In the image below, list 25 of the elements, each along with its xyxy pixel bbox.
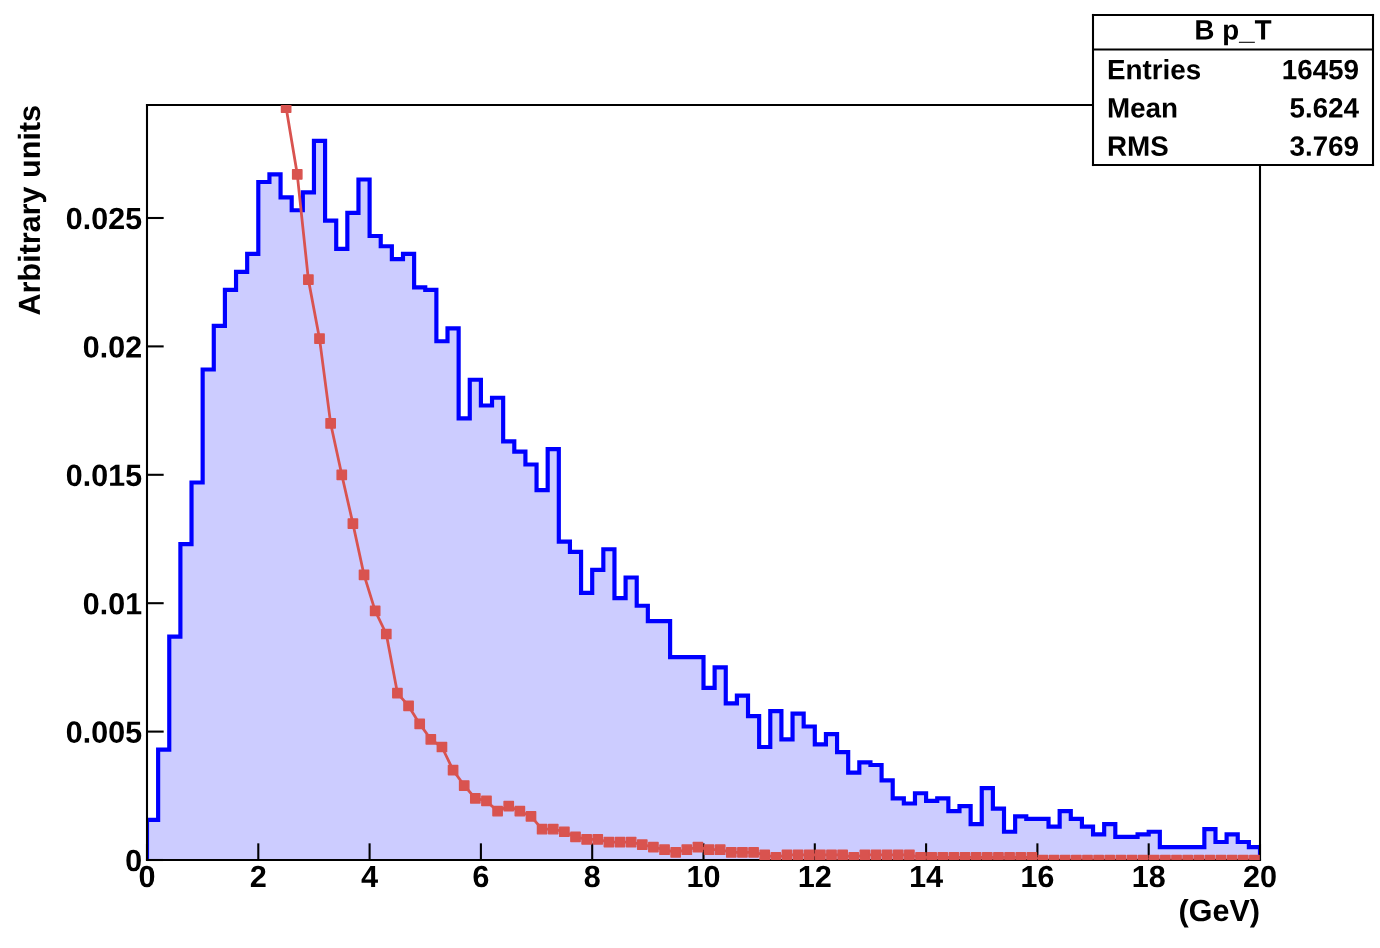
x-axis-title: (GeV) (1180, 898, 1259, 928)
x-tick-label: 2 (250, 865, 266, 887)
x-tick-label: 10 (688, 865, 720, 888)
y-tick-label: 0.01 (83, 592, 142, 615)
annotation: RMS (1108, 136, 1168, 156)
x-tick-label: 18 (1133, 865, 1165, 888)
y-tick-label: 0.025 (66, 207, 142, 230)
text: 3.769 (1290, 136, 1358, 156)
text: Entries (1108, 59, 1201, 80)
y-tick-label: 0.02 (83, 336, 141, 358)
x-tick-label: 12 (799, 865, 831, 887)
y-tick-label: 0 (126, 849, 141, 872)
x-tick-label: 6 (473, 865, 489, 888)
annotation: Mean (1108, 98, 1177, 118)
x-tick-label: 4 (361, 865, 378, 887)
chart-title: B p_T (1196, 20, 1272, 46)
y-tick-label: 0.015 (66, 464, 142, 487)
y-tick-label: 0.005 (66, 721, 142, 743)
y-axis-title: Arbitrary units (17, 106, 47, 315)
text: 5.624 (1290, 98, 1359, 118)
x-tick-label: 14 (911, 865, 943, 887)
text: 16459 (1283, 59, 1358, 80)
x-tick-label: 16 (1022, 865, 1054, 888)
x-tick-label: 20 (1244, 865, 1276, 888)
x-tick-label: 8 (584, 865, 600, 888)
